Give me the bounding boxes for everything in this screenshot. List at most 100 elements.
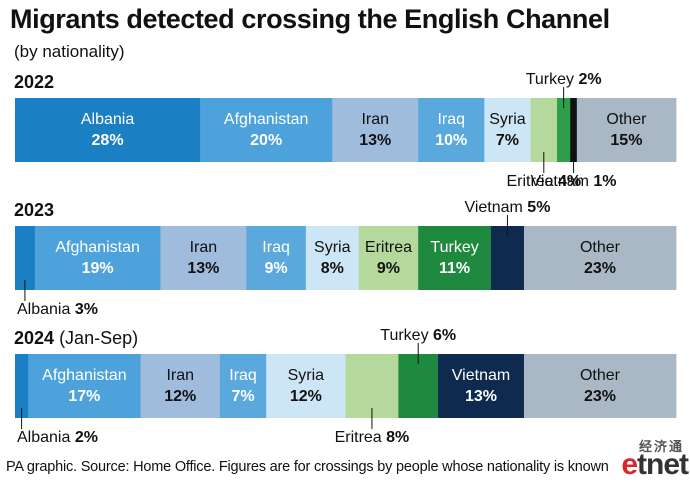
segment-name: Albania bbox=[17, 301, 75, 318]
segment-label-2022-turkey: Turkey 2% bbox=[526, 71, 602, 88]
segment-name-2023-iran: Iran bbox=[190, 239, 218, 256]
year-label-2024: 2024 (Jan-Sep) bbox=[14, 328, 138, 349]
segment-value: 5% bbox=[527, 199, 550, 216]
segment-label-2023-albania: Albania 3% bbox=[17, 301, 98, 318]
bar-segment-2022-other bbox=[576, 98, 677, 162]
segment-name-2024-afghanistan: Afghanistan bbox=[42, 367, 127, 384]
bar-segment-2023-syria bbox=[305, 226, 360, 290]
segment-name-2023-iraq: Iraq bbox=[262, 239, 290, 256]
segment-value-2023-iran: 13% bbox=[187, 260, 219, 277]
segment-value-2024-syria: 12% bbox=[290, 388, 322, 405]
segment-value-2024-vietnam: 13% bbox=[465, 388, 497, 405]
segment-name-2024-other: Other bbox=[580, 367, 621, 384]
segment-label-2022-vietnam: Vietnam 1% bbox=[531, 173, 617, 190]
segment-label-2024-eritrea: Eritrea 8% bbox=[335, 429, 410, 446]
year-label-main: 2023 bbox=[14, 200, 55, 220]
segment-value-2022-syria: 7% bbox=[496, 132, 519, 149]
segment-name-2024-vietnam: Vietnam bbox=[452, 367, 510, 384]
segment-value: 1% bbox=[593, 173, 616, 190]
segment-name-2023-syria: Syria bbox=[314, 239, 351, 256]
bar-segment-2024-syria bbox=[266, 354, 346, 418]
segment-value: 8% bbox=[386, 429, 409, 446]
year-label-main: 2022 bbox=[14, 72, 55, 92]
bar-segment-2022-afghanistan bbox=[200, 98, 333, 162]
segment-value-2024-iran: 12% bbox=[164, 388, 196, 405]
bar-segment-2023-vietnam bbox=[490, 226, 525, 290]
segment-value-2022-afghanistan: 20% bbox=[250, 132, 282, 149]
segment-label-2022-eritrea: Eritrea 4% bbox=[506, 173, 581, 190]
segment-name-2022-syria: Syria bbox=[489, 111, 526, 128]
segment-name-2022-afghanistan: Afghanistan bbox=[224, 111, 309, 128]
bar-segment-2024-turkey bbox=[398, 354, 439, 418]
year-label-2022: 2022 bbox=[14, 72, 54, 93]
bar-segment-2023-eritrea bbox=[358, 226, 419, 290]
logo-wordmark-e: e bbox=[621, 448, 638, 481]
segment-name-2022-iraq: Iraq bbox=[437, 111, 465, 128]
year-label-main: 2024 bbox=[14, 328, 55, 348]
segment-value-2023-turkey: 11% bbox=[439, 260, 470, 277]
segment-name-2022-other: Other bbox=[606, 111, 647, 128]
year-label-2023: 2023 bbox=[14, 200, 54, 221]
segment-name: Albania bbox=[17, 429, 75, 446]
bar-segment-2022-syria bbox=[484, 98, 531, 162]
segment-value-2022-iran: 13% bbox=[359, 132, 391, 149]
bar-segment-2024-albania bbox=[15, 354, 29, 418]
bar-segment-2024-other bbox=[523, 354, 677, 418]
segment-name: Vietnam bbox=[531, 173, 594, 190]
segment-name-2023-eritrea: Eritrea bbox=[365, 239, 412, 256]
segment-value-2023-other: 23% bbox=[584, 260, 616, 277]
segment-name: Eritrea bbox=[335, 429, 387, 446]
segment-label-2024-albania: Albania 2% bbox=[17, 429, 98, 446]
segment-value-2024-afghanistan: 17% bbox=[68, 388, 100, 405]
bar-segment-2022-turkey bbox=[557, 98, 571, 162]
segment-value-2023-syria: 8% bbox=[321, 260, 344, 277]
segment-value: 2% bbox=[75, 429, 98, 446]
segment-name-2023-other: Other bbox=[580, 239, 621, 256]
segment-value: 6% bbox=[433, 327, 456, 344]
segment-name: Turkey bbox=[526, 71, 579, 88]
logo-wordmark-rest: tnet bbox=[637, 448, 689, 481]
segment-value-2024-iraq: 7% bbox=[231, 388, 254, 405]
segment-name: Vietnam bbox=[464, 199, 527, 216]
segment-name-2023-afghanistan: Afghanistan bbox=[55, 239, 140, 256]
segment-label-2023-vietnam: Vietnam 5% bbox=[464, 199, 550, 216]
bar-segment-2024-iran bbox=[140, 354, 221, 418]
bar-segment-2024-eritrea bbox=[345, 354, 399, 418]
segment-label-2024-turkey: Turkey 6% bbox=[380, 327, 456, 344]
logo-wordmark: etnet bbox=[621, 448, 689, 482]
bar-segment-2023-albania bbox=[15, 226, 36, 290]
bar-segment-2022-eritrea bbox=[530, 98, 558, 162]
bar-segment-2022-vietnam bbox=[570, 98, 578, 162]
segment-value-2023-iraq: 9% bbox=[265, 260, 288, 277]
segment-name-2024-iraq: Iraq bbox=[229, 367, 257, 384]
bar-segment-2024-iraq bbox=[219, 354, 267, 418]
bar-segment-2023-other bbox=[523, 226, 677, 290]
etnet-logo: 经济通 etnet bbox=[604, 436, 689, 482]
segment-name-2022-albania: Albania bbox=[81, 111, 134, 128]
bar-segment-2022-iraq bbox=[418, 98, 485, 162]
segment-name-2024-iran: Iran bbox=[166, 367, 194, 384]
segment-value-2022-other: 15% bbox=[610, 132, 642, 149]
logo-chinese-text: 经济通 bbox=[638, 439, 684, 454]
segment-value: 4% bbox=[558, 173, 581, 190]
segment-value: 3% bbox=[75, 301, 98, 318]
segment-name-2023-turkey: Turkey bbox=[430, 239, 478, 256]
bar-segment-2023-iraq bbox=[246, 226, 307, 290]
footnote: PA graphic. Source: Home Office. Figures… bbox=[6, 459, 609, 475]
bar-segment-2023-afghanistan bbox=[34, 226, 161, 290]
segment-value-2023-eritrea: 9% bbox=[377, 260, 400, 277]
bar-segment-2023-turkey bbox=[418, 226, 492, 290]
bar-segment-2024-vietnam bbox=[438, 354, 525, 418]
bar-segment-2022-iran bbox=[332, 98, 419, 162]
chart-subtitle: (by nationality) bbox=[14, 42, 125, 61]
segment-name: Turkey bbox=[380, 327, 433, 344]
segment-name: Eritrea bbox=[506, 173, 558, 190]
bar-segment-2022-albania bbox=[15, 98, 201, 162]
segment-name-2024-syria: Syria bbox=[288, 367, 325, 384]
segment-name-2022-iran: Iran bbox=[361, 111, 389, 128]
segment-value-2022-iraq: 10% bbox=[435, 132, 467, 149]
segment-value-2022-albania: 28% bbox=[92, 132, 124, 149]
bar-segment-2024-afghanistan bbox=[28, 354, 141, 418]
chart-title: Migrants detected crossing the English C… bbox=[10, 4, 610, 34]
